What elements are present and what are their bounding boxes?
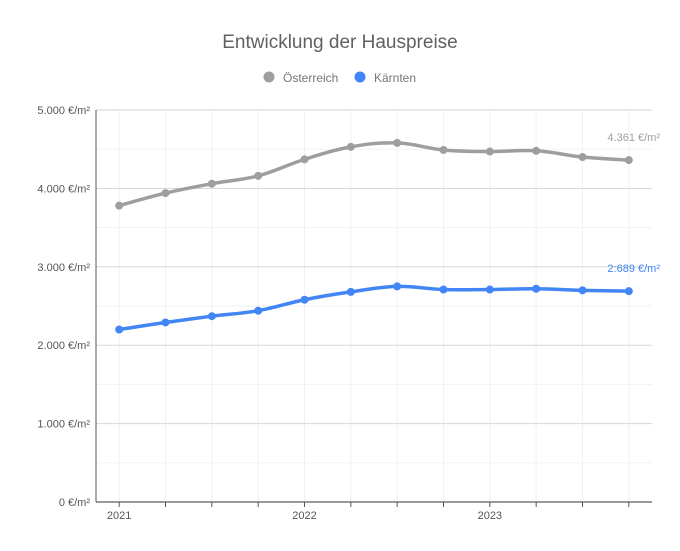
legend: Österreich Kärnten — [263, 71, 417, 85]
data-point — [254, 171, 263, 180]
data-point — [115, 201, 124, 210]
data-point — [207, 179, 216, 188]
legend-item-oesterreich[interactable]: Österreich — [263, 71, 339, 85]
data-point — [346, 142, 355, 151]
end-value-label: 2:689 €/m² — [607, 263, 660, 275]
series-line-0 — [117, 141, 631, 208]
x-tick-label: 2022 — [292, 510, 316, 522]
data-point — [624, 287, 633, 296]
data-point — [532, 146, 541, 155]
data-point — [161, 318, 170, 327]
legend-item-kaernten[interactable]: Kärnten — [354, 71, 417, 85]
chart-title: Entwicklung der Hauspreise — [222, 32, 458, 53]
y-tick-label: 2.000 €/m² — [37, 340, 90, 352]
y-tick-label: 4.000 €/m² — [37, 183, 90, 195]
legend-marker-kaernten — [354, 71, 366, 83]
y-tick-label: 0 €/m² — [59, 497, 91, 509]
data-point — [578, 153, 587, 162]
data-point — [439, 285, 448, 294]
data-point — [578, 286, 587, 295]
data-point — [393, 282, 402, 291]
y-tick-label: 3.000 €/m² — [37, 262, 90, 274]
legend-label-kaernten: Kärnten — [374, 71, 416, 85]
data-point — [207, 312, 216, 321]
data-point — [532, 284, 541, 293]
data-point — [393, 138, 402, 147]
legend-marker-oesterreich — [263, 71, 275, 83]
data-point — [485, 147, 494, 156]
data-point — [115, 325, 124, 334]
data-point — [300, 295, 309, 304]
series-line-1 — [117, 284, 631, 332]
x-tick-label: 2021 — [107, 510, 131, 522]
data-point — [624, 156, 633, 165]
plot-area: 0 €/m² 1.000 €/m² 2.000 €/m² 3.000 €/m² 4.00… — [37, 105, 660, 522]
data-point — [439, 145, 448, 154]
data-point — [346, 287, 355, 296]
data-point — [485, 285, 494, 294]
data-point — [161, 189, 170, 198]
data-point — [254, 306, 263, 315]
legend-label-oesterreich: Österreich — [283, 71, 338, 85]
data-point — [300, 155, 309, 164]
y-tick-label: 5.000 €/m² — [37, 105, 90, 117]
y-tick-label: 1.000 €/m² — [37, 419, 90, 431]
end-value-label: 4.361 €/m² — [607, 132, 660, 144]
x-tick-label: 2023 — [478, 510, 502, 522]
